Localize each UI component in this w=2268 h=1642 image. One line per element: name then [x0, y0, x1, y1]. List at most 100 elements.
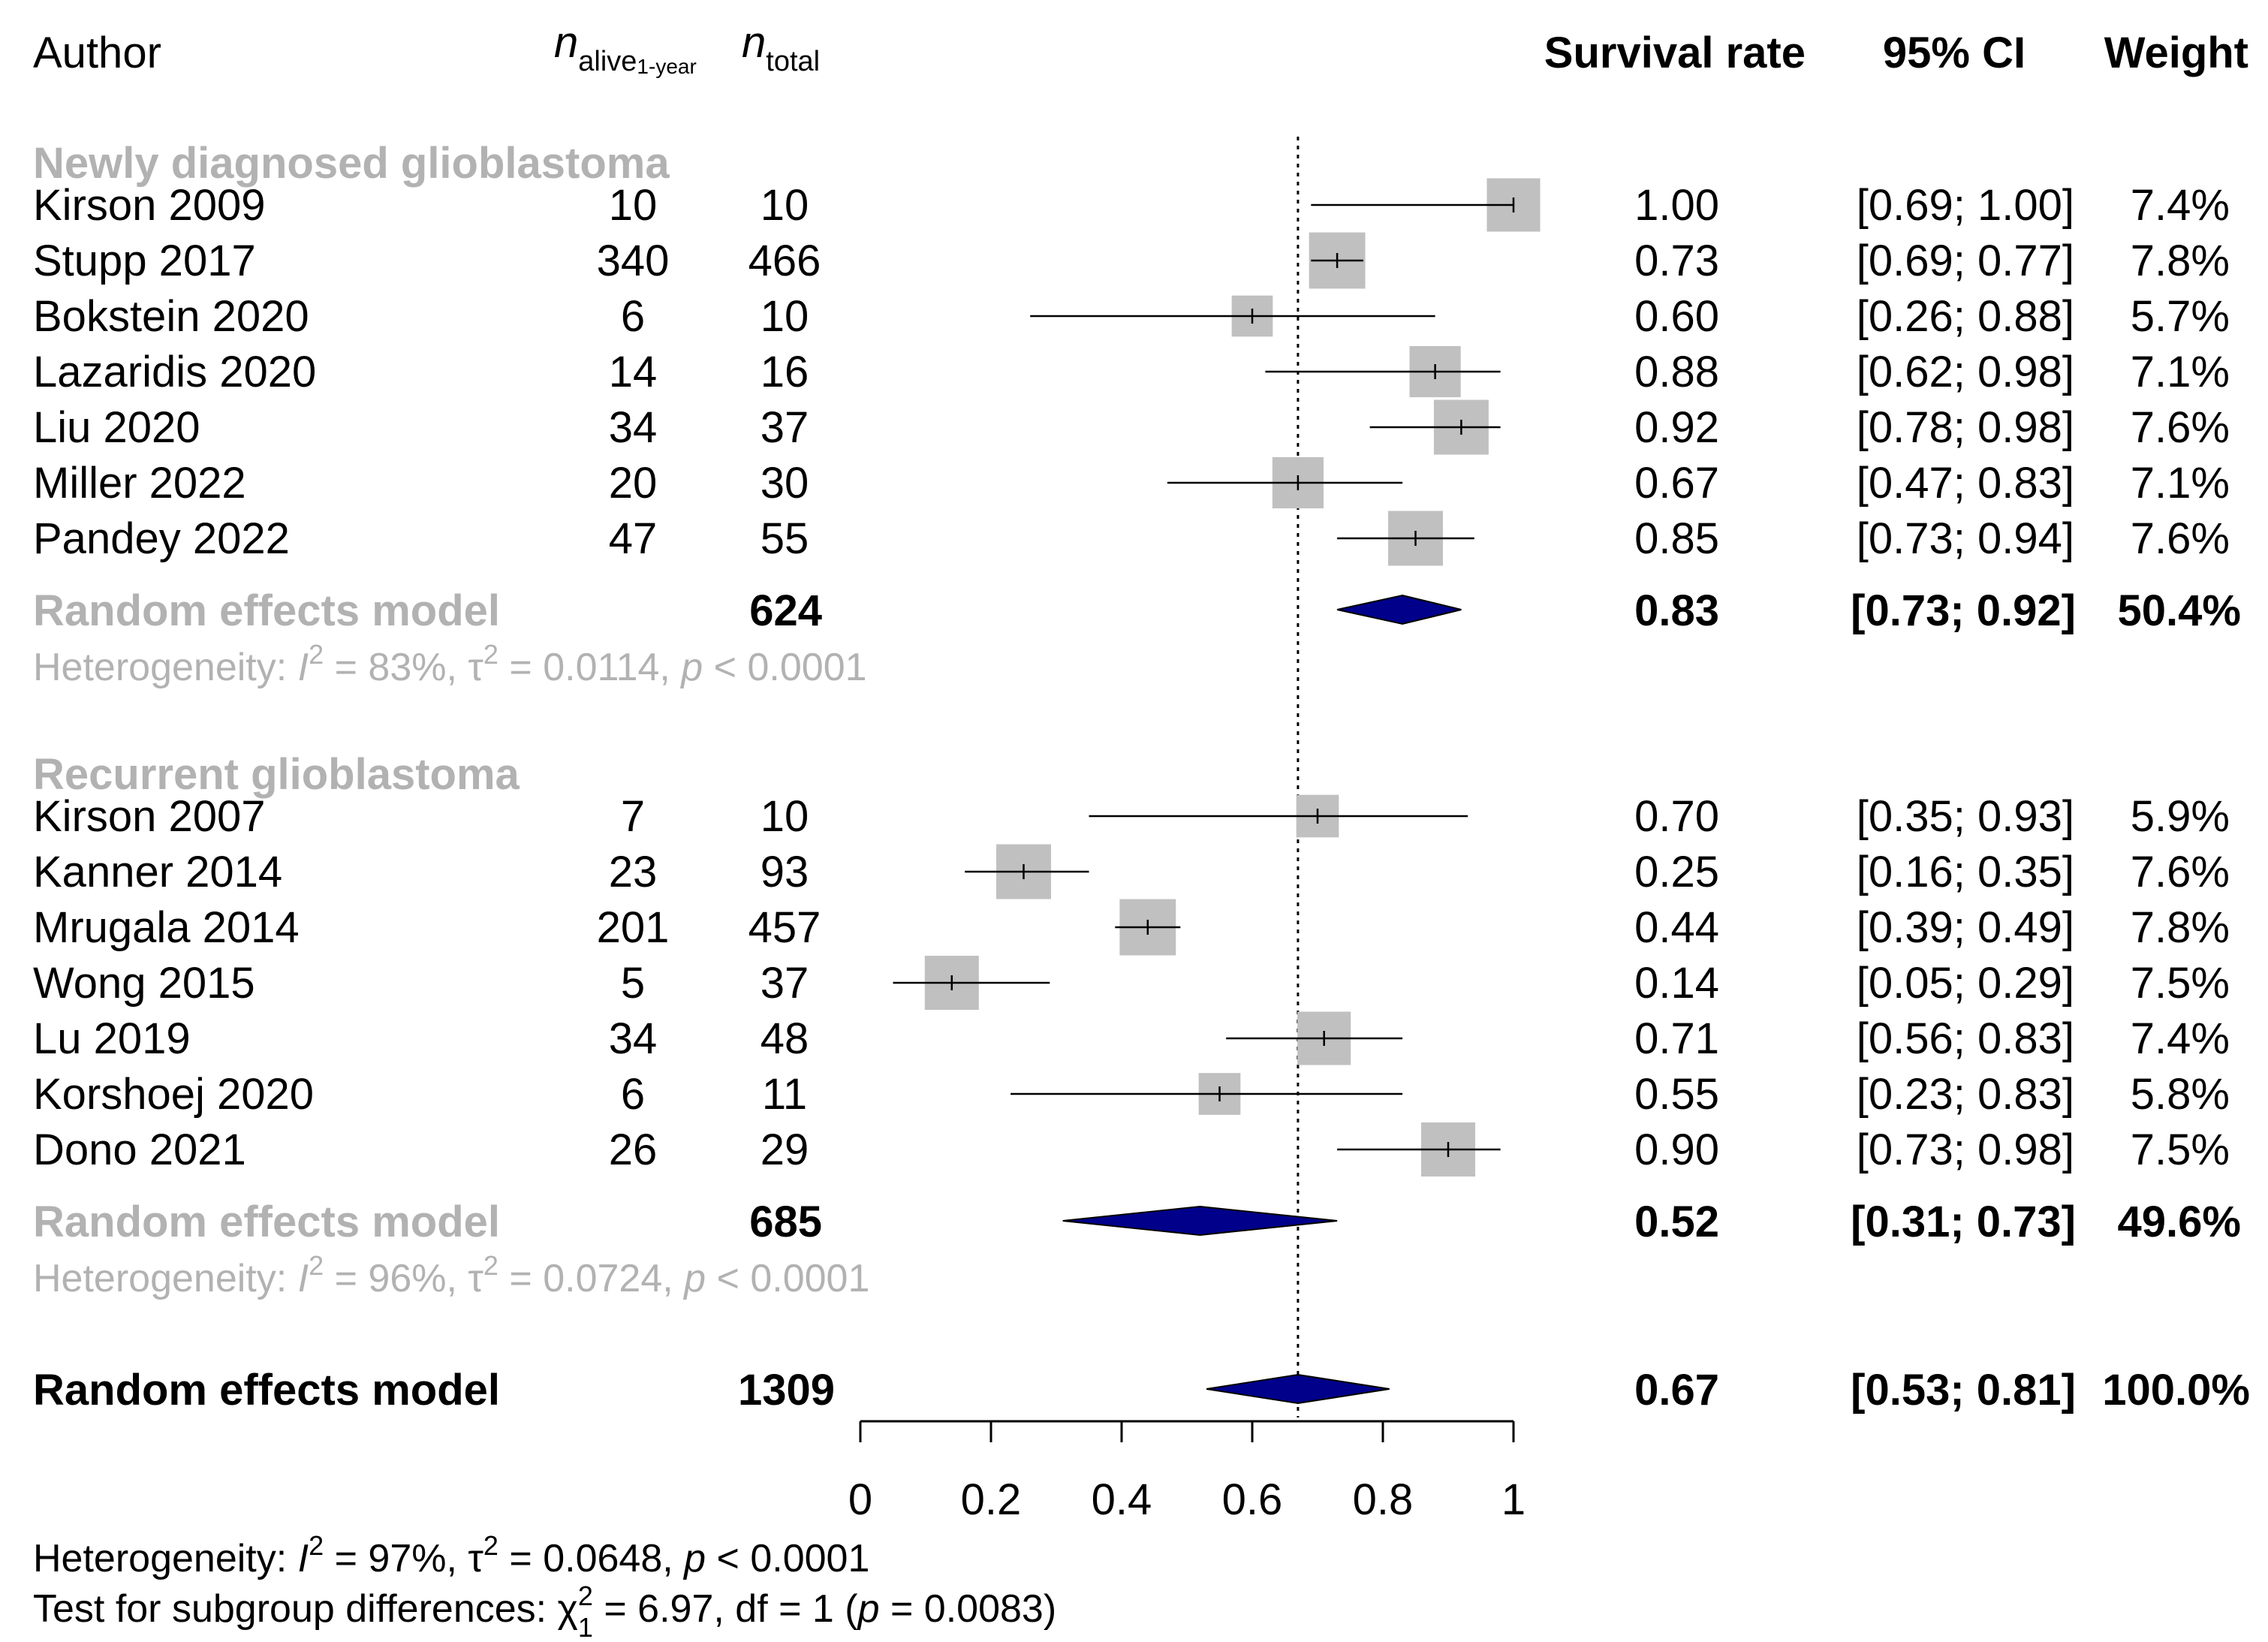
study-estimate: 0.14: [1634, 959, 1719, 1008]
study-row: Lu 2019 34 48 0.71 [0.56; 0.83] 7.4%: [33, 1011, 2230, 1065]
study-estimate: 0.44: [1634, 903, 1719, 952]
study-n-alive: 6: [621, 292, 645, 341]
study-n-alive: 6: [621, 1070, 645, 1119]
study-author: Stupp 2017: [33, 237, 256, 285]
study-author: Wong 2015: [33, 959, 255, 1008]
study-n-total: 10: [761, 792, 809, 841]
study-row: Stupp 2017 340 466 0.73 [0.69; 0.77] 7.8%: [33, 232, 2230, 289]
study-ci: [0.26; 0.88]: [1857, 292, 2074, 341]
study-n-total: 29: [761, 1125, 809, 1174]
study-estimate: 0.73: [1634, 237, 1719, 285]
study-n-alive: 340: [597, 237, 670, 285]
study-author: Pandey 2022: [33, 514, 290, 563]
x-tick-label: 0: [848, 1475, 872, 1524]
study-n-total: 11: [762, 1070, 807, 1119]
study-author: Korshoej 2020: [33, 1070, 314, 1119]
x-tick-label: 0.8: [1353, 1475, 1414, 1524]
header-author: Author: [33, 29, 161, 77]
study-author: Liu 2020: [33, 403, 200, 452]
study-estimate: 0.55: [1634, 1070, 1719, 1119]
study-n-alive: 5: [621, 959, 645, 1008]
study-estimate: 0.67: [1634, 459, 1719, 508]
study-weight: 7.1%: [2131, 348, 2230, 396]
study-weight: 7.6%: [2131, 403, 2230, 452]
study-row: Kirson 2007 7 10 0.70 [0.35; 0.93] 5.9%: [33, 792, 2230, 841]
study-n-total: 37: [761, 403, 809, 452]
study-row: Bokstein 2020 6 10 0.60 [0.26; 0.88] 5.7%: [33, 292, 2230, 341]
study-weight: 5.8%: [2131, 1070, 2230, 1119]
heterogeneity-text: Heterogeneity: I2 = 83%, τ2 = 0.0114, p …: [33, 639, 867, 689]
study-n-alive: 10: [609, 181, 658, 230]
study-row: Lazaridis 2020 14 16 0.88 [0.62; 0.98] 7.1%: [33, 345, 2230, 398]
study-n-total: 10: [761, 181, 809, 230]
subgroup-summary-row: Random effects model 685 0.52 [0.31; 0.7…: [33, 1198, 2241, 1246]
group-label: Recurrent glioblastoma: [33, 750, 520, 799]
overall-estimate: 0.67: [1634, 1366, 1719, 1415]
study-author: Lu 2019: [33, 1014, 191, 1063]
x-tick-label: 1: [1501, 1475, 1526, 1524]
study-ci: [0.56; 0.83]: [1857, 1014, 2074, 1063]
summary-label: Random effects model: [33, 586, 500, 635]
study-estimate: 0.92: [1634, 403, 1719, 452]
study-row: Korshoej 2020 6 11 0.55 [0.23; 0.83] 5.8%: [33, 1070, 2230, 1119]
study-ci: [0.35; 0.93]: [1857, 792, 2074, 841]
x-tick-label: 0.4: [1092, 1475, 1152, 1524]
study-ci: [0.69; 0.77]: [1857, 237, 2074, 285]
study-n-total: 466: [748, 237, 821, 285]
study-n-total: 37: [761, 959, 809, 1008]
study-n-total: 10: [761, 292, 809, 341]
study-row: Mrugala 2014 201 457 0.44 [0.39; 0.49] 7.8%: [33, 899, 2230, 956]
x-tick-label: 0.6: [1222, 1475, 1283, 1524]
summary-n-total: 624: [749, 586, 822, 635]
study-n-alive: 47: [609, 514, 658, 563]
summary-estimate: 0.52: [1634, 1198, 1719, 1246]
overall-ci: [0.53; 0.81]: [1851, 1366, 2076, 1415]
study-ci: [0.69; 1.00]: [1857, 181, 2074, 230]
study-n-total: 93: [761, 848, 809, 896]
subgroup-difference-test: Test for subgroup differences: χ2 1 = 6.9…: [33, 1580, 1056, 1642]
x-axis: 0 0.2 0.4 0.6 0.8 1: [848, 1420, 1526, 1524]
study-estimate: 0.25: [1634, 848, 1719, 896]
study-weight: 5.7%: [2131, 292, 2230, 341]
group-recurrent: Recurrent glioblastoma Kirson 2007 7 10 0.7…: [33, 750, 2241, 1300]
header-n-total: ntotal: [742, 18, 820, 77]
overall-diamond: [1206, 1373, 1390, 1405]
header-n-alive: nalive1-year: [554, 18, 697, 78]
study-author: Kirson 2009: [33, 181, 266, 230]
study-n-total: 55: [761, 514, 809, 563]
header-95-ci: 95% CI: [1883, 29, 2026, 77]
study-ci: [0.23; 0.83]: [1857, 1070, 2074, 1119]
study-estimate: 0.60: [1634, 292, 1719, 341]
summary-weight: 50.4%: [2118, 586, 2241, 635]
study-ci: [0.16; 0.35]: [1857, 848, 2074, 896]
study-n-total: 30: [761, 459, 809, 508]
study-row: Dono 2021 26 29 0.90 [0.73; 0.98] 7.5%: [33, 1122, 2230, 1177]
study-author: Mrugala 2014: [33, 903, 300, 952]
study-n-alive: 26: [609, 1125, 658, 1174]
study-n-alive: 20: [609, 459, 658, 508]
study-row: Wong 2015 5 37 0.14 [0.05; 0.29] 7.5%: [33, 956, 2230, 1010]
header-weight: Weight: [2104, 29, 2248, 77]
study-n-alive: 7: [621, 792, 645, 841]
study-weight: 7.6%: [2131, 848, 2230, 896]
overall-n-total: 1309: [738, 1366, 835, 1415]
study-row: Miller 2022 20 30 0.67 [0.47; 0.83] 7.1%: [33, 456, 2230, 509]
study-weight: 7.8%: [2131, 237, 2230, 285]
study-ci: [0.39; 0.49]: [1857, 903, 2074, 952]
study-weight: 7.1%: [2131, 459, 2230, 508]
study-ci: [0.73; 0.98]: [1857, 1125, 2074, 1174]
study-rows: Kirson 2007 7 10 0.70 [0.35; 0.93] 5.9%Kanner…: [33, 792, 2230, 1177]
study-n-alive: 23: [609, 848, 658, 896]
study-weight: 5.9%: [2131, 792, 2230, 841]
summary-ci: [0.31; 0.73]: [1851, 1198, 2076, 1246]
study-n-total: 48: [761, 1014, 809, 1063]
study-estimate: 0.85: [1634, 514, 1719, 563]
heterogeneity-text: Heterogeneity: I2 = 96%, τ2 = 0.0724, p …: [33, 1250, 869, 1300]
study-row: Kirson 2009 10 10 1.00 [0.69; 1.00] 7.4%: [33, 178, 2230, 232]
group-label: Newly diagnosed glioblastoma: [33, 139, 670, 188]
summary-label: Random effects model: [33, 1198, 500, 1246]
study-n-total: 457: [748, 903, 821, 952]
overall-heterogeneity: Heterogeneity: I2 = 97%, τ2 = 0.0648, p …: [33, 1530, 869, 1580]
study-author: Bokstein 2020: [33, 292, 309, 341]
